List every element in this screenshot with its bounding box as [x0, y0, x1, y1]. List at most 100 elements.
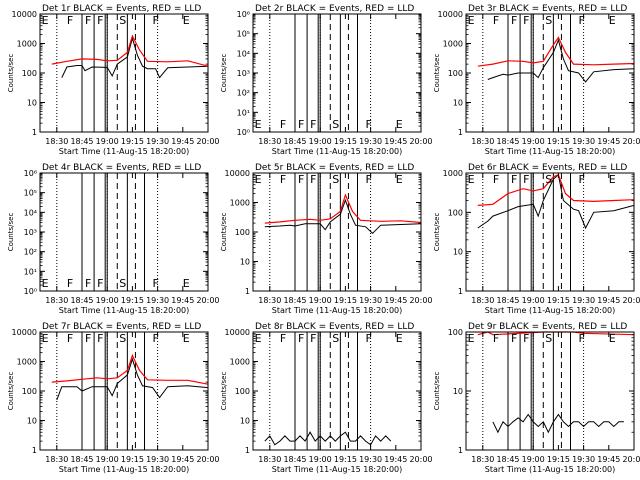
- series-events: [61, 36, 209, 79]
- x-axis-label: Start Time (11-Aug-15 18:20:00): [59, 306, 190, 315]
- y-tick-label: 10: [27, 417, 37, 426]
- x-tick-label: 19:30: [359, 455, 382, 464]
- interval-letter: F: [493, 14, 499, 27]
- x-tick-label: 18:45: [496, 455, 519, 464]
- x-tick-label: 18:45: [496, 296, 519, 305]
- y-axis-label: Counts/sec: [7, 54, 15, 93]
- panel-title: Det 6r BLACK = Events, RED = LLD: [468, 163, 627, 173]
- interval-letter: F: [579, 173, 585, 186]
- interval-letter: F: [511, 332, 517, 345]
- y-tick-label: 10: [240, 258, 250, 267]
- x-tick-label: 19:30: [572, 455, 595, 464]
- x-tick-label: 20:00: [196, 296, 219, 305]
- interval-letter: F: [298, 332, 304, 345]
- x-tick-label: 19:30: [146, 137, 169, 146]
- x-axis-label: Start Time (11-Aug-15 18:20:00): [485, 465, 616, 474]
- interval-letter: F: [511, 173, 517, 186]
- interval-letter: F: [97, 277, 103, 290]
- x-tick-label: 19:30: [572, 296, 595, 305]
- interval-letter: E: [255, 332, 262, 345]
- series-lld: [264, 193, 422, 224]
- y-tick-label: 10: [240, 417, 250, 426]
- interval-letter: E: [609, 332, 616, 345]
- y-tick-label: 1000: [230, 199, 250, 208]
- y-tick-label: 1000: [443, 40, 463, 49]
- interval-letter: F: [85, 14, 91, 27]
- x-tick-label: 18:30: [258, 455, 281, 464]
- x-tick-label: 19:30: [146, 455, 169, 464]
- panel-title: Det 7r BLACK = Events, RED = LLD: [42, 322, 201, 332]
- x-axis-label: Start Time (11-Aug-15 18:20:00): [272, 465, 403, 474]
- x-tick-label: 19:00: [522, 137, 545, 146]
- interval-letter: F: [97, 332, 103, 345]
- y-tick-label: 10²: [24, 248, 37, 257]
- interval-letter: F: [579, 332, 585, 345]
- y-tick-label: 100: [235, 387, 250, 396]
- interval-letter: S: [119, 14, 126, 27]
- y-tick-label: 1: [458, 446, 463, 455]
- x-tick-label: 19:45: [597, 296, 620, 305]
- x-tick-label: 18:30: [471, 455, 494, 464]
- series-events: [264, 431, 392, 446]
- x-axis-label: Start Time (11-Aug-15 18:20:00): [485, 306, 616, 315]
- interval-letter: F: [366, 173, 372, 186]
- y-tick-label: 1000: [230, 358, 250, 367]
- x-axis-label: Start Time (11-Aug-15 18:20:00): [59, 465, 190, 474]
- y-tick-label: 10¹: [237, 108, 250, 117]
- x-tick-label: 19:00: [309, 455, 332, 464]
- y-tick-label: 10³: [237, 69, 250, 78]
- interval-letter: E: [468, 173, 475, 186]
- x-tick-label: 20:00: [196, 137, 219, 146]
- x-tick-label: 18:30: [471, 137, 494, 146]
- x-tick-label: 19:00: [96, 455, 119, 464]
- interval-letter: F: [298, 173, 304, 186]
- interval-letter: E: [255, 118, 262, 131]
- interval-letter: E: [42, 277, 49, 290]
- series-events: [56, 357, 209, 401]
- x-tick-label: 18:30: [45, 296, 68, 305]
- interval-letter: E: [609, 173, 616, 186]
- interval-letter: F: [67, 14, 73, 27]
- interval-letter: F: [280, 332, 286, 345]
- x-tick-label: 19:00: [96, 137, 119, 146]
- interval-letter: S: [545, 14, 552, 27]
- x-tick-label: 19:00: [309, 137, 332, 146]
- y-tick-label: 10: [453, 99, 463, 108]
- y-axis-label: Counts/sec: [220, 213, 228, 252]
- y-tick-label: 1000: [443, 169, 463, 178]
- panel-title: Det 4r BLACK = Events, RED = LLD: [42, 163, 201, 173]
- series-lld: [51, 34, 209, 67]
- interval-letter: S: [332, 332, 339, 345]
- x-tick-label: 19:15: [121, 455, 144, 464]
- x-tick-label: 19:00: [96, 296, 119, 305]
- x-tick-label: 19:15: [334, 137, 357, 146]
- x-tick-label: 20:00: [622, 296, 640, 305]
- panel-title: Det 8r BLACK = Events, RED = LLD: [255, 322, 414, 332]
- y-tick-label: 1000: [17, 358, 37, 367]
- y-tick-label: 100: [22, 69, 37, 78]
- x-tick-label: 19:15: [121, 296, 144, 305]
- interval-letter: F: [280, 118, 286, 131]
- y-axis-label: Counts/sec: [7, 213, 15, 252]
- interval-letter: F: [511, 14, 517, 27]
- interval-letter: F: [280, 173, 286, 186]
- y-tick-label: 100: [448, 328, 463, 337]
- series-lld: [51, 353, 209, 385]
- x-tick-label: 19:15: [334, 455, 357, 464]
- x-tick-label: 19:30: [359, 296, 382, 305]
- x-tick-label: 18:30: [45, 455, 68, 464]
- y-tick-label: 10⁶: [24, 169, 37, 178]
- interval-letter: F: [298, 118, 304, 131]
- x-tick-label: 19:45: [597, 455, 620, 464]
- y-tick-label: 10²: [237, 89, 250, 98]
- x-axis-label: Start Time (11-Aug-15 18:20:00): [272, 306, 403, 315]
- interval-letter: F: [366, 118, 372, 131]
- y-tick-label: 10⁰: [24, 287, 37, 296]
- x-tick-label: 19:45: [384, 455, 407, 464]
- y-tick-label: 1: [458, 128, 463, 137]
- x-tick-label: 19:45: [171, 296, 194, 305]
